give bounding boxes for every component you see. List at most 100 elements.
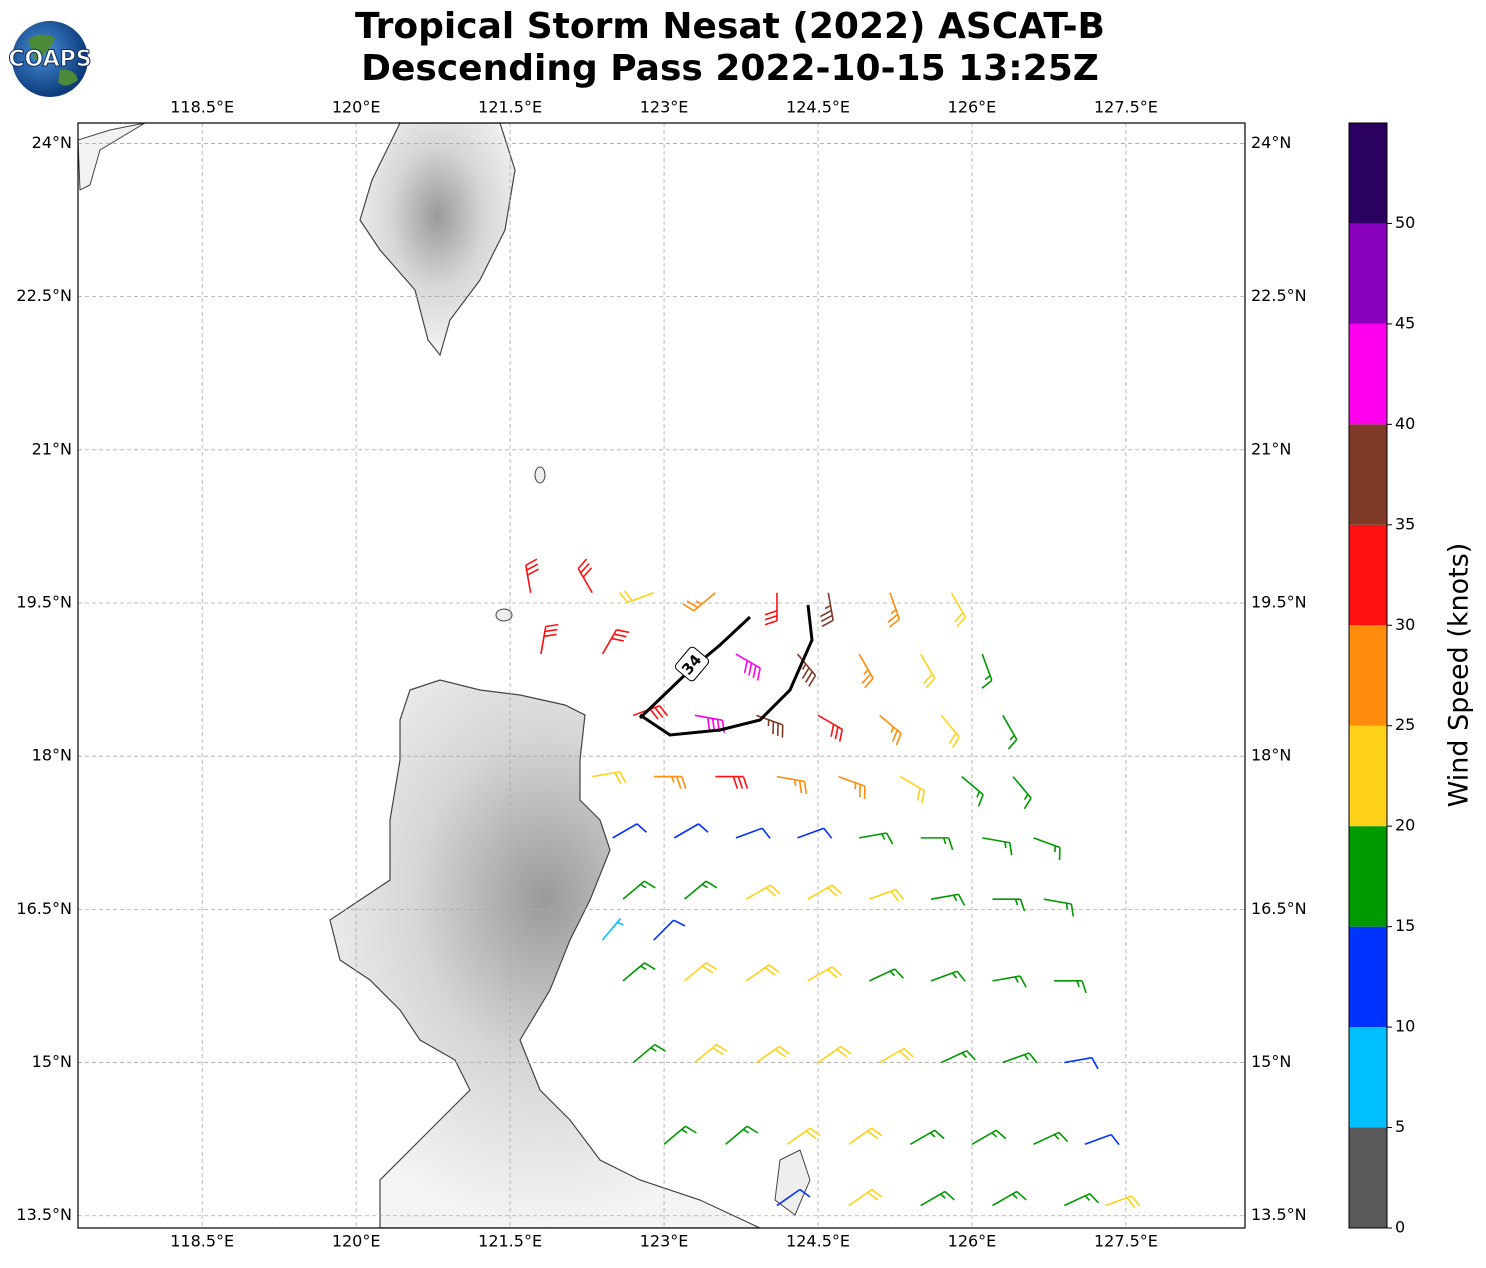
wind-barb [817, 1045, 852, 1064]
wind-barb [848, 1188, 883, 1207]
colorbar-segment [1349, 1027, 1387, 1128]
y-tick-label: 16.5°N [16, 899, 72, 918]
x-tick-label: 123°E [640, 98, 689, 117]
wind-barb [755, 1045, 791, 1064]
y-tick-label: 18°N [32, 746, 72, 765]
y-tick-label: 13.5°N [1251, 1205, 1307, 1224]
wind-barb [879, 1047, 914, 1064]
wind-barb [745, 884, 781, 900]
colorbar-tick-label: 25 [1395, 715, 1415, 734]
logo-text: COAPS [8, 47, 91, 72]
wind-barb [764, 592, 778, 626]
wind-barb [776, 775, 808, 795]
x-tick-label: 127.5°E [1094, 1232, 1158, 1251]
colorbar-tick-label: 5 [1395, 1117, 1405, 1136]
wind-barb [1012, 776, 1032, 810]
colorbar-frame [1348, 122, 1388, 1229]
y-tick-label: 15°N [32, 1052, 72, 1071]
wind-barb [601, 629, 630, 655]
wind-barb [869, 888, 905, 902]
y-tick-label: 21°N [1251, 439, 1291, 458]
wind-barb [930, 970, 966, 982]
wind-barb [1084, 1133, 1120, 1146]
wind-barb [663, 1125, 697, 1145]
wind-barb [684, 880, 718, 900]
grid: 118.5°E 118.5°E 120°E 120°E 121.5°E 121.5°E 12… [16, 98, 1306, 1251]
wind-barb [796, 653, 817, 687]
wind-barb [807, 884, 843, 900]
x-tick-label: 126°E [948, 98, 997, 117]
y-tick-label: 24°N [1251, 133, 1291, 152]
wind-barb [920, 1190, 955, 1207]
wind-barb [819, 592, 834, 628]
wind-barb [992, 898, 1026, 912]
colorbar-tick-label: 15 [1395, 916, 1415, 935]
x-tick-label: 124.5°E [786, 1232, 850, 1251]
wind-barb [1054, 980, 1087, 994]
y-tick-label: 22.5°N [16, 286, 72, 305]
wind-barb [745, 964, 780, 982]
y-tick-label: 13.5°N [16, 1205, 72, 1224]
x-tick-label: 121.5°E [478, 98, 542, 117]
y-tick-label: 15°N [1251, 1052, 1291, 1071]
wind-barb [858, 653, 874, 689]
land [78, 123, 811, 1228]
wind-barb [1002, 1052, 1038, 1064]
y-tick-label: 16.5°N [1251, 899, 1307, 918]
wind-barb [694, 714, 726, 733]
x-tick-label: 118.5°E [170, 1232, 234, 1251]
wind-barb [756, 714, 784, 738]
wind-barb [1002, 714, 1018, 750]
wind-barb [899, 775, 926, 804]
colorbar-segment [1349, 725, 1387, 827]
wind-barb [735, 827, 771, 839]
x-tick-label: 126°E [948, 1232, 997, 1251]
wind-barb [940, 714, 960, 748]
colorbar-segment [1349, 424, 1387, 525]
wind-barb [1043, 898, 1075, 917]
wind-barb [776, 1188, 811, 1207]
colorbar-segment [1349, 826, 1387, 927]
colorbar-tick-label: 35 [1395, 514, 1415, 533]
y-tick-label: 19.5°N [16, 592, 72, 611]
wind-radius-contour: 34 [638, 604, 814, 737]
wind-barb [869, 968, 904, 982]
wind-barb [1064, 1056, 1099, 1070]
wind-barb [982, 837, 1013, 856]
colorbar-tick-label: 40 [1395, 414, 1415, 433]
wind-barbs [524, 558, 1141, 1209]
colorbar-tick-label: 45 [1395, 313, 1415, 332]
wind-barb [848, 1127, 883, 1145]
wind-barb [971, 1129, 1007, 1145]
wind-barb [1033, 1131, 1069, 1145]
colorbar-tick-label: 20 [1395, 816, 1415, 835]
wind-barb [682, 592, 716, 612]
colorbar-segment [1349, 524, 1387, 626]
x-tick-label: 120°E [332, 1232, 381, 1251]
wind-barb [887, 592, 901, 628]
colorbar-tick-label: 30 [1395, 615, 1415, 634]
wind-barb [786, 1127, 821, 1145]
x-tick-label: 127.5°E [1094, 98, 1158, 117]
wind-barb [961, 775, 984, 807]
y-tick-label: 24°N [32, 133, 72, 152]
wind-barb [684, 962, 718, 982]
wind-barb [540, 623, 559, 655]
wind-barb [619, 590, 655, 604]
logo: COAPS [8, 21, 92, 97]
wind-barb [592, 770, 627, 785]
wind-barb [858, 832, 894, 845]
x-tick-label: 121.5°E [478, 1232, 542, 1251]
wind-barb [694, 1043, 728, 1064]
wind-barb [524, 558, 540, 593]
wind-barb [992, 1190, 1027, 1207]
wind-barb [653, 919, 686, 941]
wind-barb [715, 775, 749, 789]
wind-barb [725, 1125, 759, 1145]
wind-barb [838, 775, 866, 799]
colorbar-tick-label: 10 [1395, 1017, 1415, 1036]
wind-barb [919, 653, 936, 689]
wind-barb [807, 966, 843, 982]
wind-barb [950, 592, 967, 628]
